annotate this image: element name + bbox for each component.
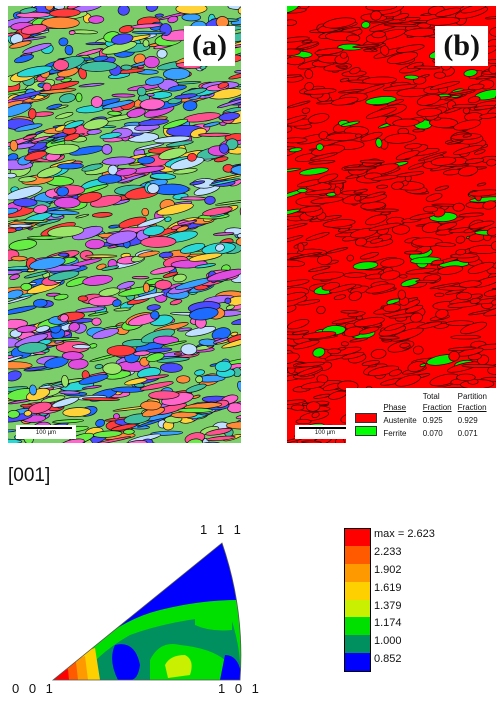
legend-value: 1.619: [374, 581, 402, 594]
phase-header-line1: [380, 391, 419, 402]
panel-label-b: (b): [435, 26, 488, 66]
legend-value: 1.174: [374, 617, 402, 630]
phase-map-image: [287, 6, 496, 443]
ipf-region-0852-right: [220, 655, 241, 680]
total-header-line1: Total: [422, 392, 440, 401]
legend-value: 2.233: [374, 545, 402, 558]
ipf-direction-label: [001]: [8, 465, 51, 486]
legend-entry: 1.902: [344, 563, 466, 582]
legend-color-swatch: [344, 635, 371, 654]
panel-label-a: (a): [184, 26, 235, 66]
legend-entry: 1.619: [344, 581, 466, 600]
legend-value: 1.902: [374, 563, 402, 576]
ipf-region-1174-upper: [195, 609, 232, 631]
legend-value: 0.852: [374, 653, 402, 666]
phase-header: Phase: [383, 403, 407, 412]
intensity-legend: max = 2.623 2.233 1.902 1.619 1.379 1.174 1.00…: [344, 528, 466, 673]
legend-entry: 1.000: [344, 635, 466, 654]
scale-bar-text: 100 µm: [35, 430, 57, 436]
partition-fraction-header: Fraction: [457, 403, 487, 412]
partition-fraction-value: 0.929: [457, 416, 478, 425]
legend-color-swatch: [344, 581, 371, 600]
phase-fraction-table: Total Partition Phase Fraction Fraction …: [346, 388, 496, 443]
total-fraction-header: Fraction: [422, 403, 452, 412]
legend-color-swatch: [344, 617, 371, 636]
scale-bar-line: [299, 427, 351, 429]
legend-value: max = 2.623: [374, 528, 435, 540]
orientation-map-panel: (a) 100 µm: [8, 6, 241, 443]
ipf-triangle-outline: [51, 542, 242, 681]
legend-color-swatch: [344, 563, 371, 582]
phase-map-panel: (b) 100 µm Total Partition Phase Fractio…: [287, 6, 496, 443]
total-fraction-value: 0.070: [422, 429, 443, 438]
legend-color-swatch: [344, 653, 371, 673]
corner-label-001: 0 0 1: [12, 681, 56, 696]
ipf-region-0852-top: [53, 543, 239, 680]
legend-color-swatch: [344, 599, 371, 618]
legend-entry: 1.379: [344, 599, 466, 618]
ferrite-color-swatch: [355, 426, 378, 436]
legend-entry: 2.233: [344, 545, 466, 564]
legend-value: 1.000: [374, 635, 402, 648]
inverse-pole-figure: [51, 542, 242, 681]
legend-value: 1.379: [374, 599, 402, 612]
legend-color-swatch: [344, 528, 371, 547]
phase-name: Ferrite: [383, 429, 407, 438]
partition-header-line1: Partition: [457, 392, 487, 401]
ipf-region-1379: [165, 655, 192, 678]
corner-label-111: 1 1 1: [200, 522, 244, 537]
scale-bar-line: [20, 427, 72, 429]
table-row: Austenite 0.925 0.929: [352, 413, 490, 426]
ipf-region-0852-mid: [112, 644, 140, 680]
legend-entry: max = 2.623: [344, 528, 466, 547]
legend-entry: 1.174: [344, 617, 466, 636]
scale-bar-text: 100 µm: [314, 430, 336, 436]
scale-bar-a: 100 µm: [16, 425, 76, 439]
partition-fraction-value: 0.071: [457, 429, 478, 438]
legend-entry: 0.852: [344, 653, 466, 673]
scale-bar-b: 100 µm: [295, 425, 355, 439]
phase-name: Austenite: [383, 416, 417, 425]
legend-color-swatch: [344, 545, 371, 564]
total-fraction-value: 0.925: [422, 416, 443, 425]
orientation-map-image: [8, 6, 241, 443]
austenite-color-swatch: [355, 413, 378, 423]
corner-label-101: 1 0 1: [218, 681, 262, 696]
table-row: Ferrite 0.070 0.071: [352, 426, 490, 439]
